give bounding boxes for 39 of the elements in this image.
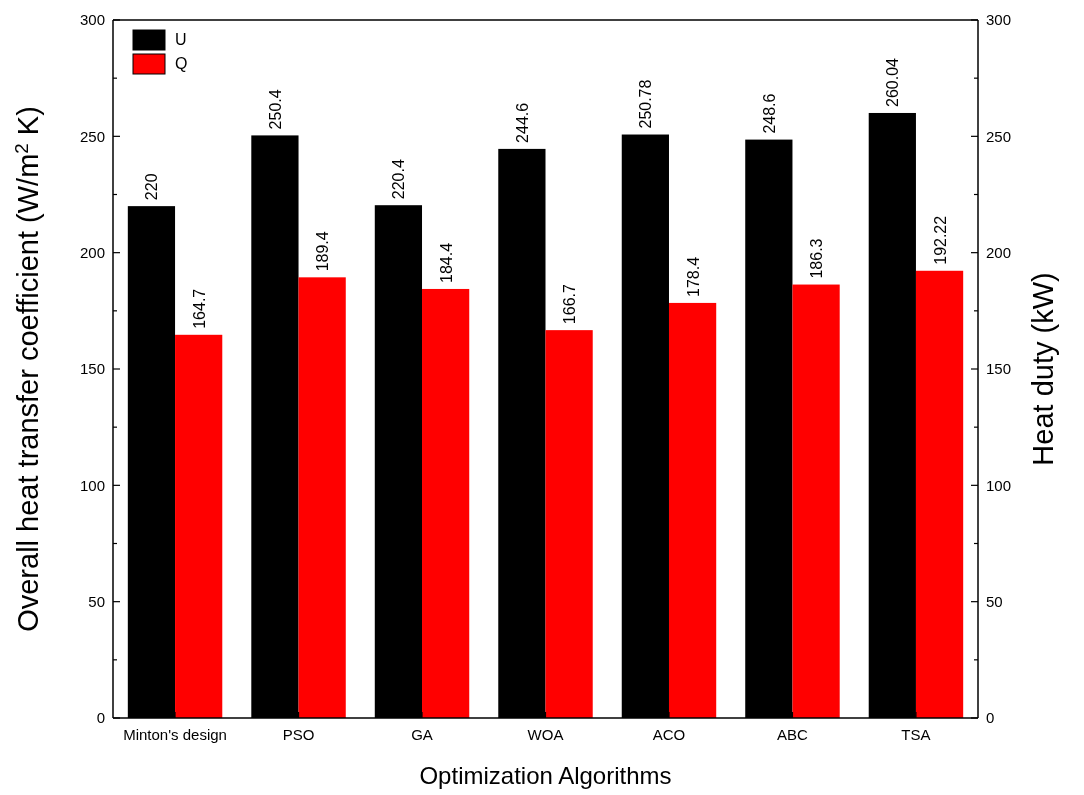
x-tick-label: Minton's design	[123, 726, 227, 743]
x-tick-label: PSO	[282, 726, 315, 743]
data-label: 186.3	[808, 238, 826, 279]
x-axis-title: Optimization Algorithms	[419, 762, 672, 789]
y2-tick-label: 250	[986, 127, 1012, 145]
data-label: 220.4	[390, 159, 408, 200]
y-tick-label: 0	[96, 709, 105, 727]
data-label: 189.4	[314, 231, 332, 272]
y2-tick-label: 200	[986, 243, 1012, 261]
x-tick-label: ACO	[652, 726, 686, 743]
data-label: 164.7	[190, 288, 208, 329]
data-label: 178.4	[684, 256, 702, 297]
legend-label: Q	[175, 55, 188, 72]
data-label: 166.7	[561, 284, 579, 325]
legend-label: U	[175, 31, 187, 48]
data-label: 184.4	[437, 242, 455, 283]
data-label: 244.6	[513, 102, 531, 143]
y-tick-label: 50	[88, 592, 105, 610]
y2-tick-label: 100	[986, 476, 1012, 494]
x-tick-label: GA	[411, 726, 433, 743]
x-tick-label: TSA	[901, 726, 931, 743]
y-tick-label: 100	[79, 476, 105, 494]
data-label: 250.78	[637, 79, 655, 129]
y2-tick-label: 0	[986, 709, 995, 727]
y2-axis-title: Heat duty (kW)	[1027, 272, 1059, 466]
y-tick-label: 150	[79, 360, 105, 378]
data-label: 250.4	[266, 89, 284, 130]
y2-tick-label: 300	[986, 11, 1012, 29]
x-tick-label: WOA	[527, 726, 564, 743]
data-label: 260.04	[884, 57, 902, 107]
y2-tick-label: 150	[986, 360, 1012, 378]
y2-tick-label: 50	[986, 592, 1003, 610]
y-tick-label: 300	[79, 11, 105, 29]
y-tick-label: 250	[79, 127, 105, 145]
data-label: 220	[143, 173, 161, 201]
data-label: 248.6	[760, 93, 778, 134]
x-tick-label: ABC	[777, 726, 809, 743]
y-tick-label: 200	[79, 243, 105, 261]
data-label: 192.22	[931, 215, 949, 265]
